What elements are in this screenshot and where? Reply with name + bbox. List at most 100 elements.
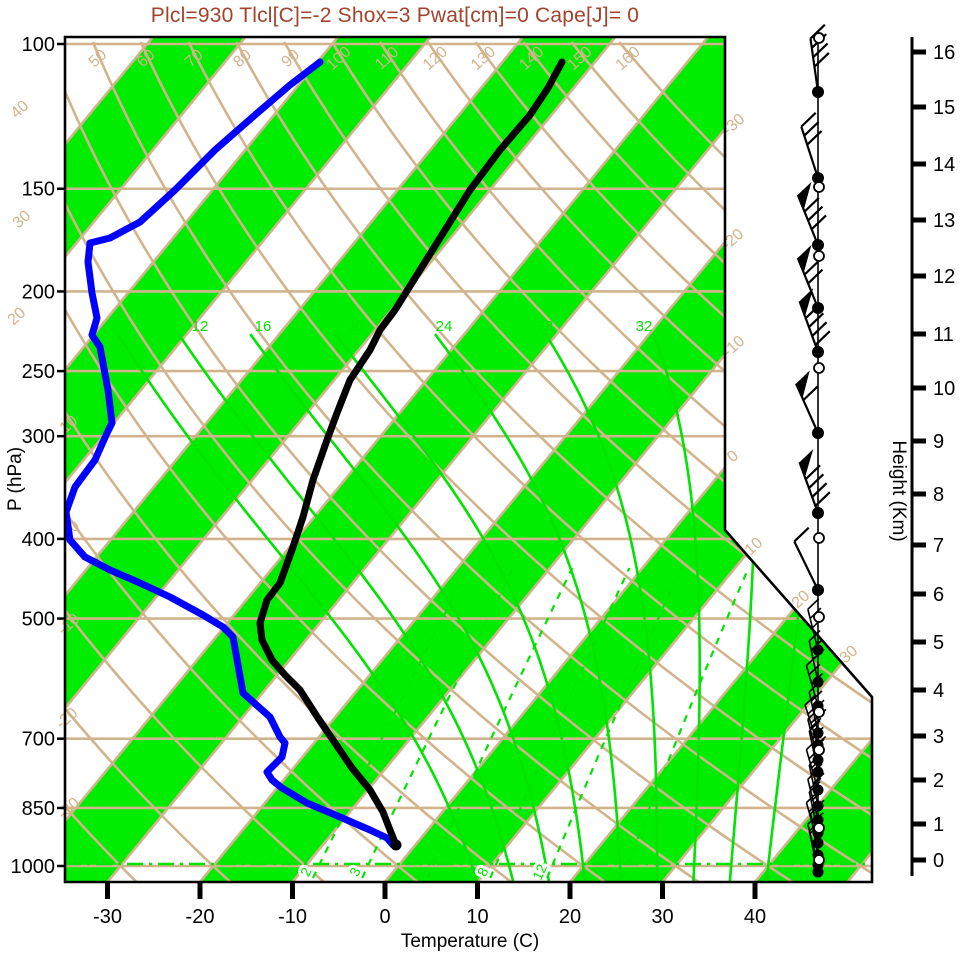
temperature-tick <box>752 882 758 899</box>
moist-adiabat-line <box>116 333 480 882</box>
left-edge-label: 20 <box>5 304 30 329</box>
height-tick-label: 11 <box>933 324 954 346</box>
moist-adiabat-line <box>652 333 701 882</box>
chart-title: Plcl=930 Tlcl[C]=-2 Shox=3 Pwat[cm]=0 Ca… <box>150 4 640 27</box>
dry-adiabat-top-label: 50 <box>86 46 111 71</box>
dewpoint-curve <box>65 58 397 849</box>
wind-station-dot <box>812 239 824 251</box>
height-tick-label: 0 <box>933 850 944 872</box>
left-edge-label: 40 <box>8 97 33 122</box>
temperature-tick-label: -20 <box>186 906 215 928</box>
wind-barb <box>795 370 820 434</box>
pressure-tick-label: 250 <box>22 361 55 383</box>
wind-barb <box>809 23 830 93</box>
wind-barb-column <box>793 23 831 878</box>
pressure-tick-label: 850 <box>22 798 55 820</box>
isotherm-line <box>65 37 339 882</box>
mixing-ratio-line <box>546 567 682 879</box>
moist-adiabat-line <box>334 333 587 882</box>
height-tick-label: 10 <box>933 378 955 400</box>
height-tick-label: 8 <box>933 484 944 506</box>
dry-adiabat-line <box>0 42 43 882</box>
height-tick <box>912 687 926 693</box>
pressure-tick-label: 500 <box>22 609 55 631</box>
temperature-tick <box>197 882 203 899</box>
moist-adiabat-label: 12 <box>192 318 209 335</box>
height-tick-label: 16 <box>933 42 955 64</box>
height-tick <box>912 591 926 597</box>
height-tick-label: 5 <box>933 632 944 654</box>
plot-border <box>63 35 874 884</box>
isotherm-line <box>568 37 872 882</box>
wind-barb <box>793 526 819 591</box>
height-tick <box>912 49 926 55</box>
height-tick-label: 6 <box>933 584 944 606</box>
height-tick <box>912 273 926 279</box>
isotherm-line <box>106 37 802 882</box>
wind-station-dot <box>812 86 824 98</box>
wind-barb <box>805 654 824 707</box>
dry-adiabat-line <box>65 41 419 882</box>
dry-adiabat-line <box>65 41 232 882</box>
dry-adiabat-line <box>65 41 606 882</box>
temperature-tick-label: -10 <box>278 906 307 928</box>
dry-adiabat-top-label: 160 <box>613 43 644 74</box>
wind-station-dot <box>812 302 824 314</box>
temperature-tick <box>567 882 573 899</box>
wind-station-dot <box>812 584 824 596</box>
temperature-tick-label: -30 <box>93 906 122 928</box>
moist-adiabat-line <box>249 333 551 882</box>
height-tick <box>912 217 926 223</box>
isotherm-line <box>753 37 872 882</box>
dry-adiabat-line <box>65 41 794 882</box>
isotherm-line <box>65 37 709 882</box>
temperature-tick <box>382 882 388 899</box>
wind-station-open-circle <box>813 854 825 866</box>
dry-adiabat-line <box>65 41 325 882</box>
height-tick <box>912 777 926 783</box>
mixing-ratio-line <box>489 567 631 879</box>
isotherm-line <box>65 37 247 882</box>
wind-station-open-circle <box>813 362 825 374</box>
pressure-tick-label: 100 <box>22 34 55 56</box>
dry-adiabat-line <box>474 41 872 882</box>
height-tick <box>912 438 926 444</box>
dry-adiabat-line <box>283 41 872 882</box>
height-tick-label: 12 <box>933 266 955 288</box>
dry-adiabat-line <box>91 41 872 882</box>
pressure-tick-label: 700 <box>22 729 55 751</box>
wind-station-open-circle <box>813 744 825 756</box>
dry-adiabat-line <box>522 41 872 882</box>
left-edge-label: 30 <box>10 207 35 232</box>
surface-parcel-dot <box>390 839 402 851</box>
temperature-axis-label: Temperature (C) <box>400 931 540 952</box>
green-band <box>65 37 616 882</box>
wind-barb <box>798 449 831 514</box>
height-tick-label: 3 <box>933 726 944 748</box>
wind-barb <box>800 112 823 179</box>
temperature-tick-label: 10 <box>466 906 488 928</box>
dry-adiabat-line <box>65 41 513 882</box>
wind-station-dot <box>812 346 824 358</box>
height-tick-label: 2 <box>933 770 944 792</box>
wind-station-open-circle <box>813 32 825 44</box>
temperature-tick <box>290 882 295 899</box>
mixing-ratio-line <box>311 567 470 879</box>
height-tick-label: 4 <box>933 680 944 702</box>
moist-adiabat-line <box>433 333 623 882</box>
moist-adiabat-line <box>544 333 659 882</box>
wind-barb <box>804 694 823 746</box>
moist-adiabat-label: 24 <box>436 318 453 335</box>
height-tick <box>912 542 926 548</box>
wind-station-open-circle <box>813 611 825 623</box>
green-band <box>0 37 60 882</box>
temperature-tick-label: 0 <box>379 906 390 928</box>
temperature-tick <box>475 882 480 899</box>
height-tick-label: 14 <box>933 154 955 176</box>
height-tick <box>912 491 926 497</box>
wind-barb <box>798 288 831 353</box>
green-band <box>65 37 431 882</box>
wind-barb <box>796 244 824 309</box>
pressure-tick-label: 400 <box>22 529 55 551</box>
